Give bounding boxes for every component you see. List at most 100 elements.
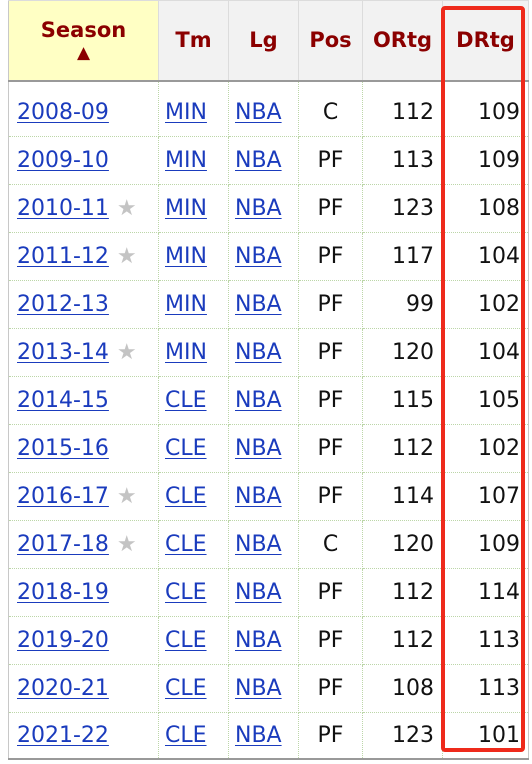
- season-cell: 2015-16: [8, 424, 159, 473]
- league-link[interactable]: NBA: [235, 484, 282, 509]
- drtg-column-header[interactable]: DRtg: [442, 0, 529, 82]
- team-link[interactable]: MIN: [165, 340, 207, 365]
- season-cell: 2021-22: [8, 712, 159, 760]
- team-link[interactable]: CLE: [165, 580, 207, 605]
- league-link[interactable]: NBA: [235, 100, 282, 126]
- header-row: Season ▲ Tm Lg Pos ORtg DRtg: [8, 0, 529, 82]
- ortg-cell: 113: [362, 136, 443, 185]
- team-cell: CLE: [158, 472, 229, 521]
- all-star-icon: ★: [116, 340, 137, 365]
- position-cell: PF: [298, 712, 363, 760]
- league-link[interactable]: NBA: [235, 722, 282, 748]
- season-cell: 2009-10: [8, 136, 159, 185]
- team-cell: MIN: [158, 280, 229, 329]
- league-cell: NBA: [228, 80, 299, 137]
- season-link[interactable]: 2017-18: [17, 532, 109, 557]
- all-star-icon: ★: [116, 196, 137, 221]
- position-cell: PF: [298, 424, 363, 473]
- season-link[interactable]: 2015-16: [17, 436, 109, 461]
- season-link[interactable]: 2014-15: [17, 388, 109, 413]
- team-link[interactable]: CLE: [165, 628, 207, 653]
- league-cell: NBA: [228, 280, 299, 329]
- league-link[interactable]: NBA: [235, 436, 282, 461]
- team-link[interactable]: CLE: [165, 484, 207, 509]
- drtg-cell: 105: [442, 376, 529, 425]
- team-cell: MIN: [158, 80, 229, 137]
- team-cell: CLE: [158, 664, 229, 713]
- ortg-cell: 115: [362, 376, 443, 425]
- league-link[interactable]: NBA: [235, 196, 282, 221]
- team-link[interactable]: MIN: [165, 292, 207, 317]
- team-link[interactable]: CLE: [165, 722, 207, 748]
- league-link[interactable]: NBA: [235, 244, 282, 269]
- sort-ascending-icon: ▲: [76, 42, 91, 63]
- position-cell: PF: [298, 376, 363, 425]
- ortg-cell: 114: [362, 472, 443, 521]
- season-link[interactable]: 2008-09: [17, 100, 109, 126]
- season-cell: 2013-14 ★: [8, 328, 159, 377]
- league-link[interactable]: NBA: [235, 676, 282, 701]
- team-link[interactable]: MIN: [165, 244, 207, 269]
- season-link[interactable]: 2020-21: [17, 676, 109, 701]
- drtg-cell: 114: [442, 568, 529, 617]
- team-link[interactable]: CLE: [165, 676, 207, 701]
- team-link[interactable]: MIN: [165, 196, 207, 221]
- league-cell: NBA: [228, 616, 299, 665]
- table-row: 2021-22 CLE NBA PF 123 101: [8, 712, 529, 760]
- position-cell: PF: [298, 328, 363, 377]
- lg-column-header[interactable]: Lg: [228, 0, 299, 82]
- drtg-cell: 101: [442, 712, 529, 760]
- table-row: 2011-12 ★ MIN NBA PF 117 104: [8, 232, 529, 281]
- league-link[interactable]: NBA: [235, 148, 282, 173]
- table-row: 2014-15 CLE NBA PF 115 105: [8, 376, 529, 425]
- table-row: 2009-10 MIN NBA PF 113 109: [8, 136, 529, 185]
- table-row: 2017-18 ★ CLE NBA C 120 109: [8, 520, 529, 569]
- table-row: 2018-19 CLE NBA PF 112 114: [8, 568, 529, 617]
- season-link[interactable]: 2013-14: [17, 340, 109, 365]
- team-link[interactable]: MIN: [165, 148, 207, 173]
- team-cell: MIN: [158, 136, 229, 185]
- team-link[interactable]: CLE: [165, 436, 207, 461]
- season-link[interactable]: 2010-11: [17, 196, 109, 221]
- drtg-cell: 104: [442, 328, 529, 377]
- team-cell: CLE: [158, 376, 229, 425]
- drtg-cell: 109: [442, 136, 529, 185]
- league-link[interactable]: NBA: [235, 340, 282, 365]
- season-link[interactable]: 2019-20: [17, 628, 109, 653]
- drtg-cell: 102: [442, 280, 529, 329]
- league-cell: NBA: [228, 712, 299, 760]
- team-cell: CLE: [158, 424, 229, 473]
- league-link[interactable]: NBA: [235, 580, 282, 605]
- league-link[interactable]: NBA: [235, 292, 282, 317]
- season-link[interactable]: 2018-19: [17, 580, 109, 605]
- drtg-cell: 113: [442, 664, 529, 713]
- league-link[interactable]: NBA: [235, 628, 282, 653]
- table-row: 2013-14 ★ MIN NBA PF 120 104: [8, 328, 529, 377]
- position-cell: C: [298, 80, 363, 137]
- league-cell: NBA: [228, 328, 299, 377]
- position-cell: C: [298, 520, 363, 569]
- tm-column-header[interactable]: Tm: [158, 0, 229, 82]
- season-cell: 2017-18 ★: [8, 520, 159, 569]
- season-link[interactable]: 2009-10: [17, 148, 109, 173]
- team-link[interactable]: MIN: [165, 100, 207, 126]
- position-cell: PF: [298, 472, 363, 521]
- pos-column-header[interactable]: Pos: [298, 0, 363, 82]
- ortg-cell: 112: [362, 80, 443, 137]
- ortg-cell: 112: [362, 424, 443, 473]
- league-link[interactable]: NBA: [235, 388, 282, 413]
- team-link[interactable]: CLE: [165, 388, 207, 413]
- season-cell: 2012-13: [8, 280, 159, 329]
- team-link[interactable]: CLE: [165, 532, 207, 557]
- position-cell: PF: [298, 616, 363, 665]
- season-link[interactable]: 2016-17: [17, 484, 109, 509]
- league-link[interactable]: NBA: [235, 532, 282, 557]
- season-link[interactable]: 2012-13: [17, 292, 109, 317]
- ortg-column-header[interactable]: ORtg: [362, 0, 443, 82]
- season-column-header[interactable]: Season ▲: [8, 0, 159, 82]
- league-cell: NBA: [228, 424, 299, 473]
- season-header-label: Season: [40, 17, 127, 42]
- season-link[interactable]: 2021-22: [17, 722, 109, 748]
- position-cell: PF: [298, 136, 363, 185]
- season-link[interactable]: 2011-12: [17, 244, 109, 269]
